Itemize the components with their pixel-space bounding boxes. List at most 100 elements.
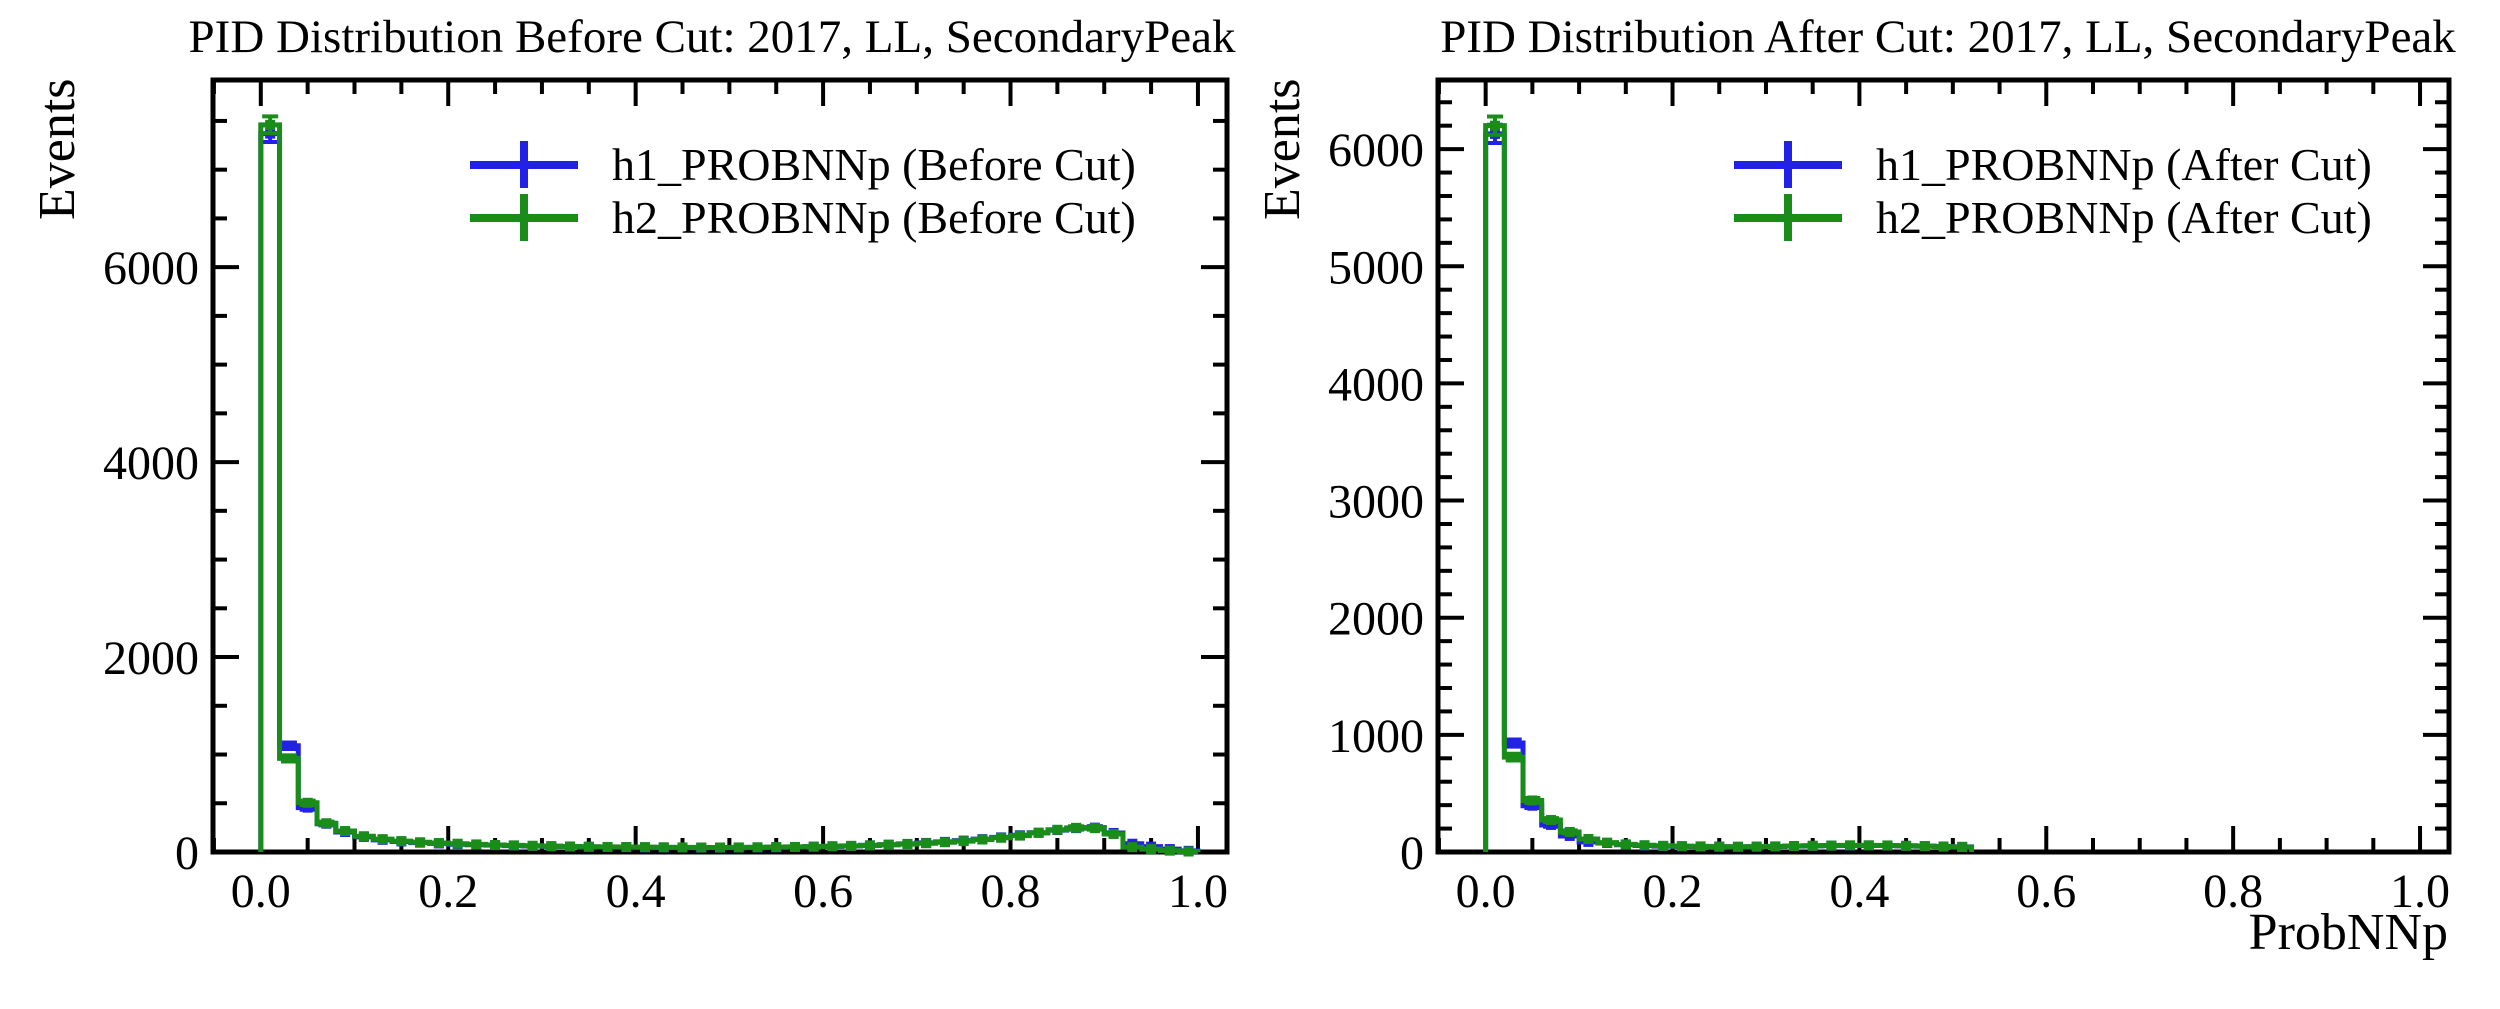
bin-marker (1695, 841, 1706, 852)
bin-marker (527, 840, 538, 851)
bin-marker (565, 841, 576, 852)
legend-label: h2_PROBNNp (Before Cut) (612, 192, 1136, 243)
y-tick-label: 2000 (103, 632, 199, 685)
bin-marker (358, 831, 369, 842)
bin-marker (827, 841, 838, 852)
bin-marker (1863, 840, 1874, 851)
bin-marker (1583, 833, 1594, 844)
bin-marker (452, 838, 463, 849)
bin-marker (1164, 845, 1175, 856)
bin-marker (1489, 120, 1500, 131)
legend-item: h2_PROBNNp (Before Cut) (470, 191, 1136, 244)
h2-cross-marker-icon (470, 191, 578, 244)
legend-item: h2_PROBNNp (After Cut) (1734, 191, 2372, 244)
bin-marker (1676, 841, 1687, 852)
bin-marker (715, 842, 725, 853)
bin-marker (1770, 841, 1781, 852)
bin-marker (1527, 795, 1538, 806)
bin-marker (1620, 839, 1631, 850)
bin-marker (283, 740, 294, 751)
plot-frame (1435, 77, 2452, 855)
x-tick-label: 1.0 (1168, 865, 1228, 918)
bin-marker (471, 839, 482, 850)
bin-marker (696, 842, 707, 853)
bin-marker (733, 842, 744, 853)
legend-item: h1_PROBNNp (After Cut) (1734, 138, 2372, 191)
x-tick-label: 0.6 (2016, 865, 2076, 918)
x-tick-label: 0.6 (793, 865, 853, 918)
x-tick-label: 0.0 (231, 865, 291, 918)
bin-marker (864, 840, 875, 851)
bin-marker (1033, 827, 1044, 838)
bin-marker (1508, 752, 1519, 763)
bin-marker (583, 841, 594, 852)
legend-label: h1_PROBNNp (After Cut) (1876, 139, 2372, 190)
bin-marker (1146, 844, 1157, 855)
right-x-axis-title: ProbNNp (2248, 904, 2448, 961)
right-chart-title: PID Distribution After Cut: 2017, LL, Se… (1440, 11, 2456, 63)
y-tick-label: 2000 (1328, 593, 1424, 646)
bin-marker (1751, 841, 1762, 852)
left-y-axis-title: Events (29, 78, 86, 220)
bin-marker (1901, 840, 1912, 851)
bin-marker (1508, 738, 1519, 749)
y-tick-label: 0 (1400, 827, 1424, 880)
bin-marker (1882, 840, 1893, 851)
h1-cross-marker-icon (470, 138, 578, 191)
bin-marker (1527, 800, 1538, 811)
bin-marker (921, 838, 932, 849)
x-tick-label: 0.2 (418, 865, 478, 918)
right-y-axis-title: Events (1254, 78, 1311, 220)
bin-marker (415, 837, 426, 848)
bin-marker (1071, 822, 1082, 833)
x-tick-label: 1.0 (2390, 865, 2450, 918)
left-chart-title: PID Distribution Before Cut: 2017, LL, S… (188, 11, 1236, 63)
bin-marker (846, 840, 857, 851)
bin-marker (340, 826, 351, 837)
bin-marker (677, 842, 688, 853)
bin-marker (283, 753, 294, 764)
left-plot: 0.0 0.2 0.4 0.6 0.8 1.0 0 2000 4000 6000 (103, 77, 1230, 918)
y-tick-label: 4000 (1328, 358, 1424, 411)
x-tick-label: 0.4 (606, 865, 666, 918)
bin-marker (883, 839, 894, 850)
bin-marker (1845, 840, 1856, 851)
legend-item: h1_PROBNNp (Before Cut) (470, 138, 1136, 191)
bin-marker (789, 841, 800, 852)
bin-marker (508, 840, 519, 851)
bin-marker (1183, 846, 1194, 857)
bin-marker (808, 841, 819, 852)
x-tick-label: 0.4 (1829, 865, 1889, 918)
bin-marker (658, 842, 669, 853)
bin-marker (1014, 830, 1025, 841)
left-legend: h1_PROBNNp (Before Cut) h2_PROBNNp (Befo… (470, 138, 1136, 244)
bin-marker (377, 834, 388, 845)
bin-marker (1938, 841, 1949, 852)
bin-marker (433, 838, 444, 849)
histogram-step-line (1483, 123, 1975, 852)
y-tick-label: 5000 (1328, 241, 1424, 294)
bin-marker (546, 841, 557, 852)
bin-marker (396, 836, 407, 847)
bin-marker (1089, 823, 1100, 834)
h1-cross-marker-icon (1734, 138, 1842, 191)
bin-marker (621, 842, 632, 853)
bin-marker (1788, 841, 1799, 852)
bin-marker (1807, 840, 1818, 851)
bin-marker (958, 836, 969, 847)
bin-marker (1732, 841, 1743, 852)
bin-marker (752, 842, 763, 853)
bin-marker (640, 842, 651, 853)
x-tick-label: 0.0 (1456, 865, 1516, 918)
bin-marker (771, 842, 782, 853)
y-tick-label: 4000 (103, 437, 199, 490)
bin-marker (1826, 840, 1837, 851)
legend-label: h1_PROBNNp (Before Cut) (612, 139, 1136, 190)
bin-marker (1602, 837, 1613, 848)
x-tick-label: 0.8 (981, 865, 1041, 918)
bin-marker (1658, 840, 1669, 851)
y-tick-label: 3000 (1328, 476, 1424, 529)
right-plot: 0.0 0.2 0.4 0.6 0.8 1.0 0 1000 2000 3000 4000 5000 6… (1328, 77, 2452, 918)
